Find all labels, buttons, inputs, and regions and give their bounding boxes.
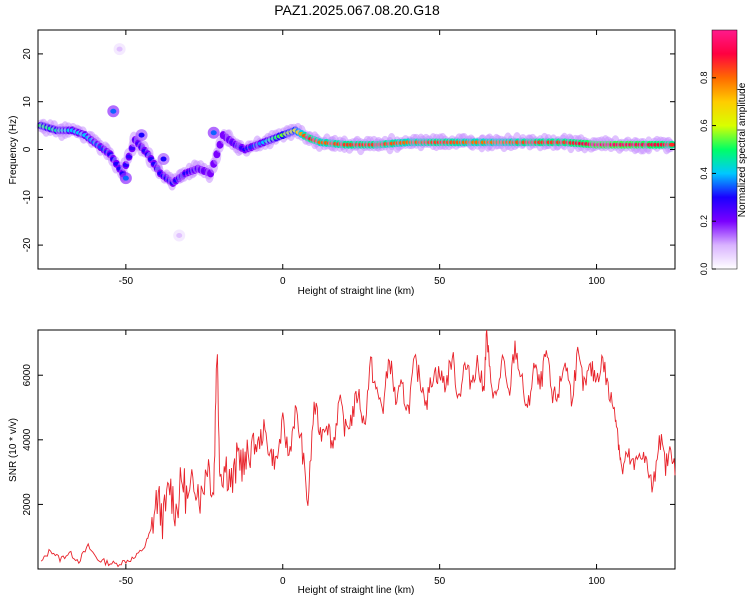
colorbar: 0.0 0.2 0.4 0.6 0.8 Normalized spectral ampl… — [699, 29, 748, 276]
heatmap-cell — [213, 152, 220, 157]
heatmap-cell — [126, 154, 132, 159]
colorbar-tick-label: 0.0 — [699, 263, 709, 276]
colorbar-tick-label: 0.4 — [699, 167, 709, 180]
x-tick-label: 100 — [588, 576, 605, 587]
snr-xlabel: Height of straight line (km) — [298, 585, 415, 596]
spectrogram-ylabel: Frequency (Hz) — [8, 116, 19, 185]
snr-plot-frame — [37, 329, 676, 570]
heatmap-cell — [210, 130, 217, 136]
x-tick-label: -50 — [119, 276, 134, 287]
y-tick-label: 0 — [22, 146, 33, 152]
x-tick-label: 50 — [434, 576, 446, 587]
snr-series-line — [40, 329, 676, 568]
colorbar-ticks: 0.0 0.2 0.4 0.6 0.8 — [699, 72, 716, 276]
heatmap-cell — [122, 175, 129, 181]
snr-ylabel: SNR (10 * v/v) — [8, 418, 19, 482]
colorbar-gradient — [711, 29, 738, 270]
spectrogram-axes: -50 0 50 100 -20 -10 0 10 20 — [22, 30, 675, 287]
x-tick-label: 100 — [588, 276, 605, 287]
y-tick-label: 6000 — [22, 364, 33, 387]
x-tick-label: 0 — [280, 576, 286, 587]
colorbar-label: Normalized spectral amplitude — [737, 82, 748, 217]
colorbar-tick-label: 0.8 — [699, 72, 709, 85]
y-tick-label: -20 — [22, 237, 33, 252]
heatmap-cell — [110, 108, 117, 114]
y-tick-label: 10 — [22, 96, 33, 108]
colorbar-tick-label: 0.2 — [699, 215, 709, 228]
y-tick-label: 4000 — [22, 428, 33, 451]
heatmap-cell — [668, 142, 675, 147]
heatmap-cell — [217, 142, 223, 147]
snr-axes: -50 0 50 100 2000 4000 6000 — [22, 330, 675, 587]
heatmap-cell — [176, 233, 183, 239]
colorbar-tick-label: 0.6 — [699, 119, 709, 132]
y-tick-label: 2000 — [22, 493, 33, 516]
x-tick-label: -50 — [119, 576, 134, 587]
heatmap-cell — [129, 146, 136, 151]
spectrogram-heatmap — [36, 43, 676, 242]
heatmap-cell — [138, 132, 145, 138]
x-tick-label: 50 — [434, 276, 446, 287]
snr-panel: -50 0 50 100 2000 4000 6000 Height of straight… — [8, 329, 676, 596]
spectrogram-xlabel: Height of straight line (km) — [298, 286, 415, 297]
heatmap-cell — [160, 156, 167, 162]
x-tick-label: 0 — [280, 276, 286, 287]
spectrogram-panel: -50 0 50 100 -20 -10 0 10 20 Height of straight … — [8, 29, 676, 297]
figure-title: PAZ1.2025.067.08.20.G18 — [274, 2, 440, 18]
heatmap-cell — [116, 46, 123, 52]
y-tick-label: -10 — [22, 190, 33, 205]
y-tick-label: 20 — [22, 48, 33, 60]
